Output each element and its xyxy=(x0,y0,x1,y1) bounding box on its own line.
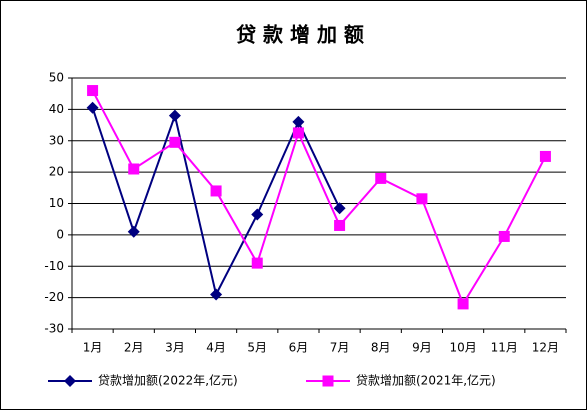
marker-point xyxy=(498,230,510,242)
x-tick-label: 9月 xyxy=(412,341,432,355)
marker-point xyxy=(168,109,181,122)
marker-legend xyxy=(322,375,334,387)
marker-point xyxy=(375,172,387,184)
marker-point xyxy=(86,101,99,114)
marker-point xyxy=(333,202,346,215)
x-tick-label: 3月 xyxy=(165,341,185,355)
y-tick-label: -10 xyxy=(44,259,64,273)
legend-label: 贷款增加额(2021年,亿元) xyxy=(356,373,496,388)
x-tick-label: 4月 xyxy=(206,341,226,355)
x-tick-label: 12月 xyxy=(532,341,559,355)
marker-point xyxy=(128,163,140,175)
marker-point xyxy=(210,288,223,301)
x-tick-label: 2月 xyxy=(124,341,144,355)
legend-label: 贷款增加额(2022年,亿元) xyxy=(98,373,238,388)
marker-point xyxy=(292,115,305,128)
y-tick-label: 0 xyxy=(56,227,64,241)
marker-point xyxy=(169,136,181,148)
x-tick-label: 10月 xyxy=(449,341,476,355)
x-tick-label: 11月 xyxy=(491,341,518,355)
marker-point xyxy=(87,85,99,97)
series-line xyxy=(91,90,547,307)
x-tick-label: 5月 xyxy=(247,341,267,355)
y-tick-label: 30 xyxy=(49,133,64,147)
marker-point xyxy=(539,150,551,162)
y-tick-label: 40 xyxy=(49,102,64,116)
y-tick-label: -20 xyxy=(44,290,64,304)
marker-point xyxy=(251,208,264,221)
marker-legend xyxy=(64,375,76,387)
x-tick-label: 8月 xyxy=(371,341,391,355)
marker-point xyxy=(334,219,346,231)
marker-point xyxy=(210,185,222,197)
marker-point xyxy=(127,225,140,238)
x-tick-label: 6月 xyxy=(289,341,309,355)
chart-title: 贷 款 增 加 额 xyxy=(236,23,364,47)
x-tick-label: 1月 xyxy=(83,341,103,355)
y-tick-label: 20 xyxy=(49,165,64,179)
y-tick-label: 50 xyxy=(49,71,64,85)
marker-point xyxy=(292,127,304,139)
y-tick-label: 10 xyxy=(49,196,64,210)
y-tick-label: -30 xyxy=(44,322,64,336)
marker-point xyxy=(416,193,428,205)
x-tick-label: 7月 xyxy=(330,341,350,355)
marker-point xyxy=(457,298,469,310)
marker-point xyxy=(251,257,263,269)
